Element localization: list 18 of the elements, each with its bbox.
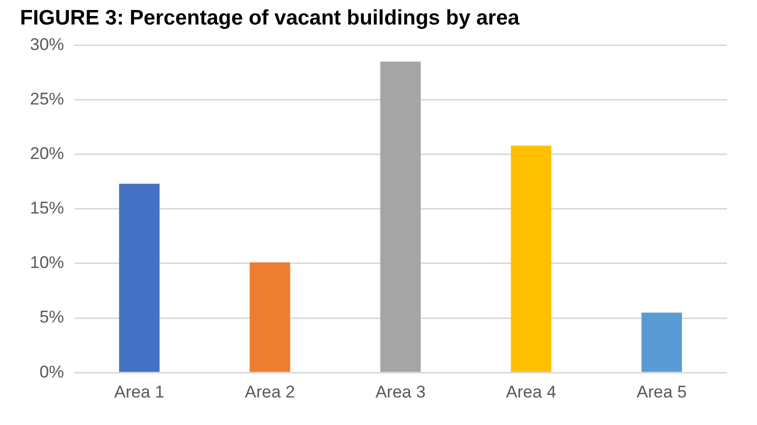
y-tick-label: 30% [30, 34, 64, 54]
bar [641, 312, 682, 372]
y-tick-label: 0% [39, 362, 64, 382]
x-tick-label: Area 3 [375, 382, 426, 402]
chart-title: FIGURE 3: Percentage of vacant buildings by area [20, 6, 520, 30]
y-tick-label: 20% [30, 144, 64, 164]
bar [380, 62, 421, 372]
x-tick-label: Area 1 [114, 382, 164, 402]
y-tick-label: 5% [39, 308, 64, 327]
bar [250, 262, 290, 372]
y-tick-label: 25% [30, 89, 64, 108]
y-tick-label: 10% [30, 253, 64, 272]
x-tick-label: Area 5 [636, 382, 687, 402]
bar [119, 184, 160, 372]
x-tick-label: Area 4 [506, 382, 556, 402]
x-tick-label: Area 2 [244, 382, 295, 402]
bar [510, 146, 552, 372]
y-tick-label: 15% [30, 198, 64, 218]
